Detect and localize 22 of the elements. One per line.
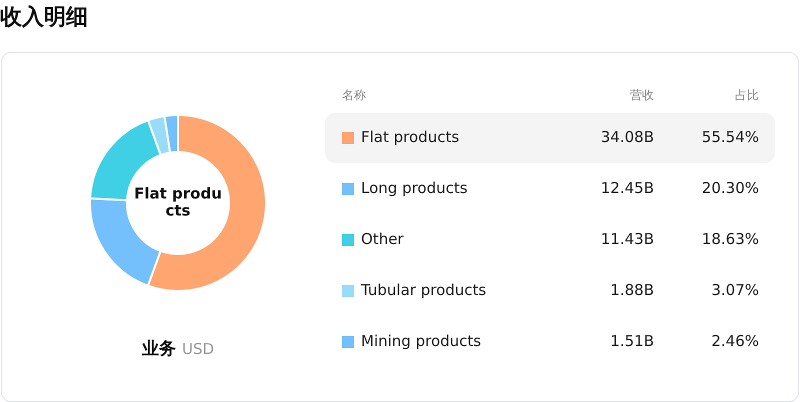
text: 占比 [735, 87, 759, 104]
legend-label: Mining products [361, 332, 482, 350]
legend-label: Long products [361, 179, 468, 197]
legend-label: Flat products [361, 128, 460, 146]
data-label: 34.08B [600, 128, 654, 146]
chart-title: 收入明细 [0, 4, 88, 32]
legend-label: Tubular products [361, 281, 486, 299]
text: 18.63% [702, 230, 759, 248]
text: 20.30% [702, 179, 759, 197]
text: 2.46% [711, 332, 759, 350]
text: 55.54% [702, 128, 759, 146]
text: Flat products [134, 184, 222, 220]
data-label: 1.51B [610, 332, 654, 350]
text: 名称 [342, 87, 366, 104]
data-label: 11.43B [600, 230, 654, 248]
legend-label: Other [361, 230, 404, 248]
text: 3.07% [711, 281, 759, 299]
data-label: 1.88B [610, 281, 654, 299]
text: 业务 [142, 339, 176, 359]
text: USD [182, 340, 214, 358]
text: 营收 [630, 87, 654, 104]
data-label: 12.45B [600, 179, 654, 197]
